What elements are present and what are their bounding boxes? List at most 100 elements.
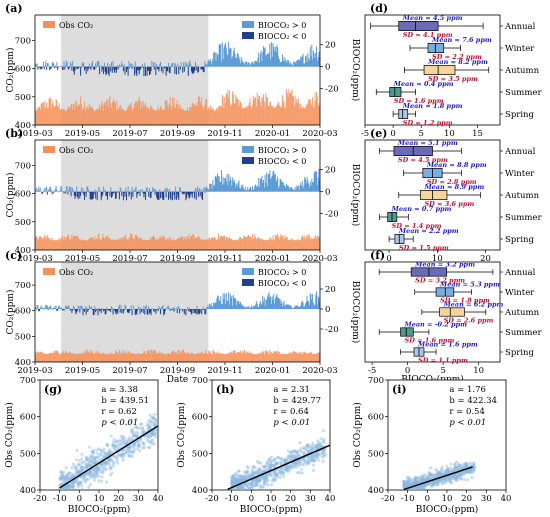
scatter-point [82,474,86,478]
scatter-point [235,481,240,485]
scatter-point [315,455,319,459]
bioco2-positive-bar [288,60,290,67]
bioco2-negative-bar [198,309,200,314]
scatter-point [285,467,289,472]
scatter-point [298,459,302,463]
bioco2-positive-bar [49,306,51,309]
bioco2-positive-bar [299,185,301,192]
x-tick-label: 0 [386,254,391,264]
bioco2-positive-bar [238,301,240,309]
bioco2-positive-bar [128,61,130,67]
scatter-point [276,461,280,465]
fit-line [403,466,473,490]
scatter-point [290,463,294,467]
scatter-point [238,480,243,484]
bioco2-positive-bar [226,300,228,309]
x-tick-label: 2019-11 [207,129,242,139]
scatter-point [287,464,291,468]
scatter-point [268,466,272,470]
obs-co2-bar [69,353,71,362]
bioco2-positive-bar [289,189,291,192]
scatter-point [256,477,260,481]
obs-co2-bar [211,107,213,125]
bioco2-positive-bar [131,186,133,192]
obs-co2-bar [77,353,79,362]
bioco2-negative-bar [182,191,184,195]
box [420,190,448,200]
scatter-point [472,465,477,469]
scatter-point [231,479,235,483]
obs-co2-bar [171,240,173,250]
scatter-point [78,480,82,484]
obs-co2-bar [314,236,316,250]
box-mean-label: Mean = 8.2 ppm [427,58,488,66]
obs-co2-bar [75,236,77,250]
bioco2-positive-bar [233,179,235,192]
obs-co2-bar [45,239,47,250]
scatter-point [269,459,274,464]
obs-co2-bar [47,353,49,362]
scatter-point [105,452,109,457]
bioco2-negative-bar [189,191,191,198]
scatter-point [67,476,71,481]
obs-co2-bar [109,353,111,362]
x-tick-label: -20 [381,494,395,504]
obs-co2-bar [184,110,186,125]
obs-co2-bar [226,236,228,250]
scatter-point [233,472,237,476]
obs-co2-bar [175,107,177,125]
scatter-point [292,455,296,459]
obs-co2-bar [288,353,290,362]
obs-co2-bar [176,239,178,250]
scatter-point [65,473,69,477]
scatter-point [61,475,65,479]
scatter-point [456,475,460,479]
scatter-point [289,464,293,468]
x-tick-label: 2020-01 [255,254,290,264]
scatter-point [289,457,293,461]
obs-co2-bar [118,107,120,125]
obs-co2-bar [130,352,131,362]
bioco2-positive-bar [306,62,308,67]
scatter-point [124,451,128,455]
obs-co2-bar [175,352,177,362]
obs-co2-bar [51,237,53,250]
obs-co2-bar [97,109,99,125]
obs-co2-bar [277,354,279,362]
scatter-points [227,429,330,490]
obs-co2-bar [165,354,167,362]
obs-co2-bar [38,353,40,362]
bioco2-positive-bar [81,306,83,309]
bioco2-positive-bar [268,174,270,192]
bioco2-negative-bar [108,309,110,312]
obs-co2-bar [114,350,116,362]
scatter-point [421,479,425,483]
season-label: Winter [505,288,535,298]
bioco2-negative-bar [42,191,44,194]
bioco2-positive-bar [208,189,210,192]
obs-co2-bar [203,239,205,250]
scatter-point [439,467,444,472]
bioco2-negative-bar [115,309,117,315]
bioco2-negative-bar [100,309,102,314]
obs-co2-bar [213,350,215,362]
obs-co2-bar [177,349,179,362]
bioco2-positive-bar [274,47,276,67]
scatter-point [279,461,283,465]
bioco2-positive-bar [77,305,79,309]
obs-co2-bar [178,350,180,362]
obs-co2-bar [235,94,237,125]
bioco2-negative-bar [190,191,192,195]
obs-co2-bar [48,353,50,362]
bioco2-negative-bar [107,191,109,193]
scatter-point [251,482,255,486]
scatter-point [422,478,426,483]
y-left-axis-label: CO₂(ppm) [5,173,16,218]
scatter-point [410,487,415,490]
scatter-point [298,460,302,464]
obs-co2-bar [308,99,310,125]
obs-co2-bar [297,240,299,250]
x-tick-label: 2019-03 [17,366,52,376]
bioco2-negative-bar [139,309,141,315]
scatter-point [239,477,243,481]
